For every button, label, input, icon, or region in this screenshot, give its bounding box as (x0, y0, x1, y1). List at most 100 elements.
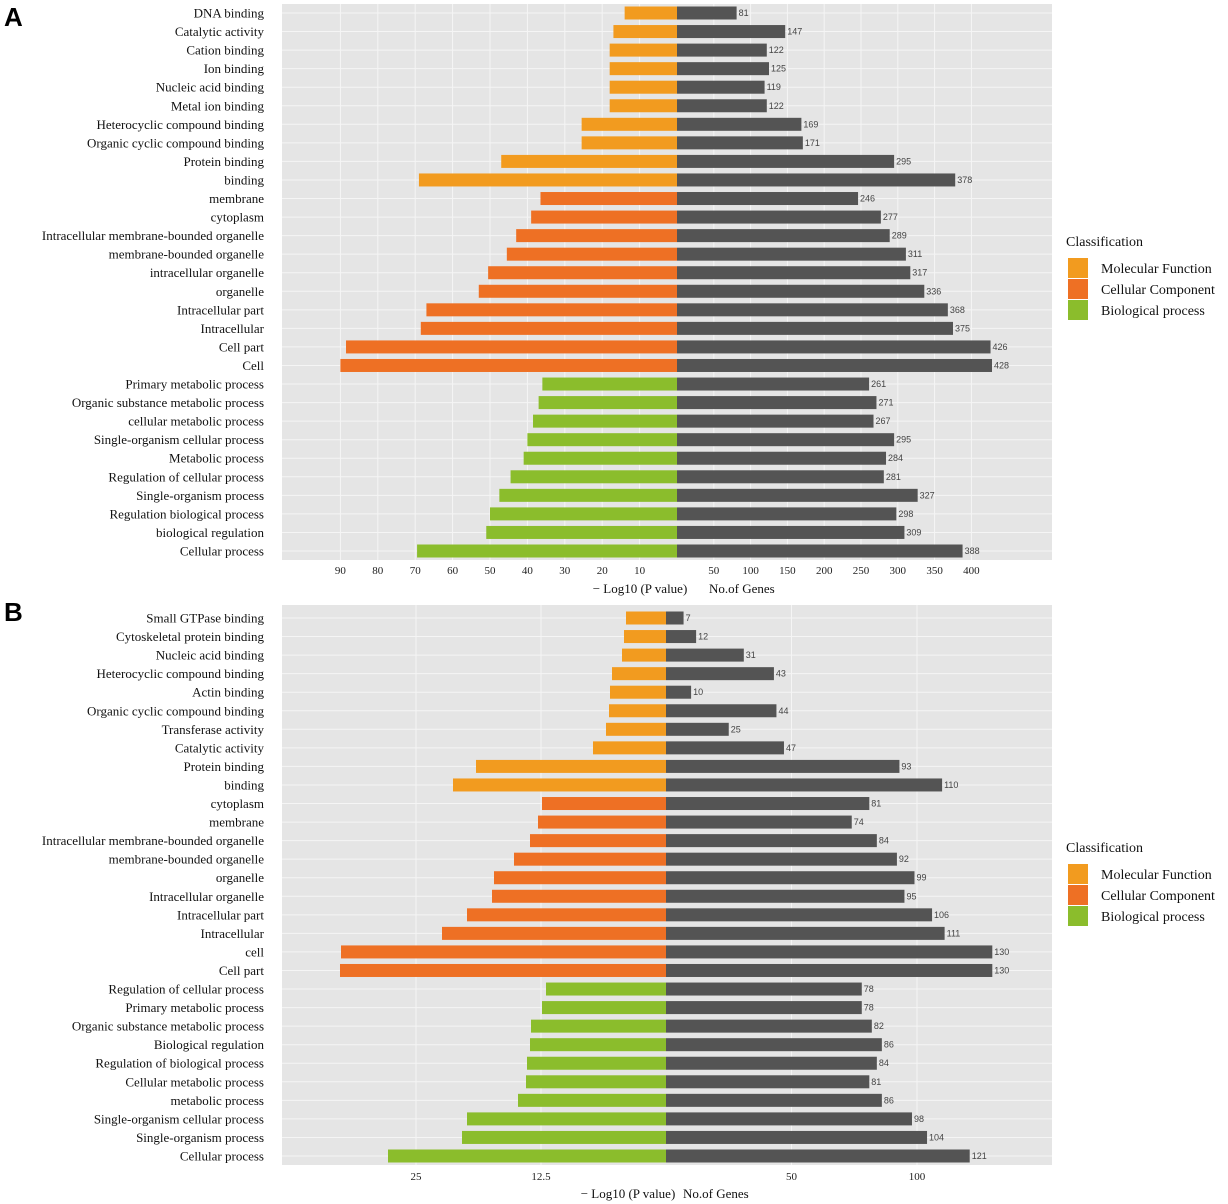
right-axis-tick-label: 100 (742, 565, 759, 577)
pvalue-bar (612, 667, 666, 681)
category-label: Regulation of cellular process (108, 982, 264, 997)
gene-count-label: 95 (906, 891, 916, 901)
gene-count-label: 130 (994, 965, 1009, 975)
category-label: Cell part (219, 339, 265, 354)
category-label: binding (224, 172, 264, 187)
category-label: Protein binding (183, 154, 264, 169)
gene-count-bar (677, 62, 769, 76)
pvalue-bar (527, 433, 677, 447)
category-label: intracellular organelle (150, 265, 264, 280)
right-axis-tick-label: 350 (926, 565, 943, 577)
pvalue-bar (540, 192, 677, 206)
gene-count-bar (666, 963, 993, 977)
gene-count-label: 311 (908, 249, 922, 259)
gene-count-bar (677, 229, 890, 243)
category-label: Intracellular part (177, 907, 264, 922)
left-axis-tick-label: 50 (485, 565, 497, 577)
gene-count-bar (677, 321, 953, 335)
gene-count-bar (666, 741, 784, 755)
gene-count-label: 121 (972, 1151, 987, 1161)
left-axis-title: − Log10 (P value) (581, 1186, 676, 1201)
pvalue-bar (486, 525, 677, 539)
gene-count-bar (666, 1038, 882, 1052)
gene-count-bar (677, 303, 948, 317)
pvalue-bar (546, 982, 666, 996)
gene-count-label: 368 (950, 305, 965, 315)
pvalue-bar (542, 797, 666, 811)
gene-count-label: 378 (957, 175, 972, 185)
gene-count-label: 106 (934, 910, 949, 920)
category-label: Single-organism process (136, 488, 264, 503)
right-axis-tick-label: 100 (909, 1171, 926, 1183)
category-label: Intracellular (200, 321, 264, 336)
gene-count-bar (677, 173, 956, 187)
category-label: organelle (216, 284, 264, 299)
gene-count-bar (666, 1149, 970, 1163)
category-label: DNA binding (194, 6, 265, 21)
category-label: biological regulation (156, 525, 264, 540)
legend-swatch (1068, 279, 1088, 299)
pvalue-bar (624, 630, 666, 644)
left-axis-tick-label: 80 (372, 565, 384, 577)
gene-count-label: 246 (860, 194, 875, 204)
category-label: Intracellular organelle (149, 889, 264, 904)
pvalue-bar (518, 1093, 666, 1107)
gene-count-bar (677, 396, 877, 410)
category-label: Heterocyclic compound binding (96, 117, 264, 132)
panel-b: B 7 Small GTPase binding 12 Cytoskeletal pro… (4, 597, 1215, 1201)
category-label: Ion binding (204, 61, 265, 76)
gene-count-bar (677, 525, 905, 539)
gene-count-label: 169 (803, 119, 818, 129)
category-label: Small GTPase binding (146, 611, 264, 626)
pvalue-bar (501, 154, 677, 168)
category-label: Catalytic activity (175, 24, 265, 39)
pvalue-bar (581, 117, 677, 131)
pvalue-bar (523, 451, 677, 465)
gene-count-label: 281 (886, 472, 901, 482)
pvalue-bar (420, 321, 677, 335)
gene-count-bar (666, 667, 774, 681)
pvalue-bar (624, 6, 677, 20)
gene-count-label: 110 (944, 780, 958, 790)
pvalue-bar (417, 544, 677, 558)
category-label: Primary metabolic process (125, 377, 264, 392)
gene-count-bar (666, 1001, 862, 1015)
left-axis-tick-label: 10 (634, 565, 646, 577)
gene-count-bar (666, 648, 744, 662)
category-label: Cellular metabolic process (125, 1074, 264, 1089)
category-label: cell (245, 944, 264, 959)
pvalue-bar (527, 1056, 666, 1070)
pvalue-bar (581, 136, 677, 150)
category-label: Intracellular membrane-bounded organelle (42, 833, 264, 848)
pvalue-bar (609, 80, 677, 94)
category-label: membrane (209, 815, 264, 830)
gene-count-label: 375 (955, 323, 970, 333)
pvalue-bar (626, 611, 666, 625)
category-label: Regulation biological process (109, 506, 264, 521)
pvalue-bar (514, 852, 666, 866)
gene-count-bar (666, 945, 993, 959)
pvalue-bar (530, 1038, 666, 1052)
left-axis-tick-label: 25 (411, 1171, 423, 1183)
legend-title: Classification (1066, 841, 1143, 856)
pvalue-bar (538, 815, 666, 829)
gene-count-label: 309 (906, 527, 921, 537)
gene-count-bar (677, 99, 767, 113)
pvalue-bar (606, 722, 666, 736)
pvalue-bar (533, 414, 677, 428)
panel-letter: B (4, 597, 23, 627)
gene-count-label: 31 (746, 650, 756, 660)
legend-title: Classification (1066, 235, 1143, 250)
legend-entry-label: Biological process (1101, 304, 1205, 319)
gene-count-bar (677, 340, 991, 354)
gene-count-label: 336 (926, 286, 941, 296)
gene-count-bar (666, 871, 915, 885)
gene-count-bar (666, 926, 945, 940)
category-label: Metal ion binding (171, 98, 265, 113)
gene-count-bar (666, 1075, 870, 1089)
gene-count-label: 277 (883, 212, 898, 222)
pvalue-bar (462, 1130, 666, 1144)
category-label: Nucleic acid binding (156, 80, 265, 95)
gene-count-label: 295 (896, 435, 911, 445)
